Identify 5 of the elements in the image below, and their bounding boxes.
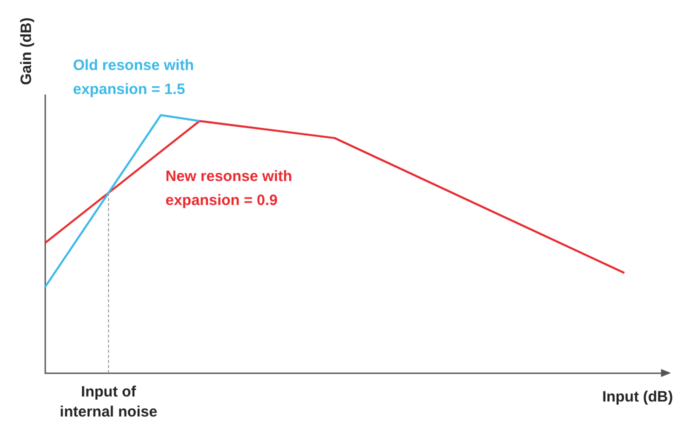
y-axis-title: Gain (dB) (18, 18, 36, 85)
x-axis-title: Input (dB) (602, 388, 673, 406)
text: Input of internal noise (60, 384, 158, 421)
series-label: New resonse with expansion = 0.9 (166, 168, 292, 210)
series-label: Old resonse with expansion = 1.5 (73, 57, 194, 98)
